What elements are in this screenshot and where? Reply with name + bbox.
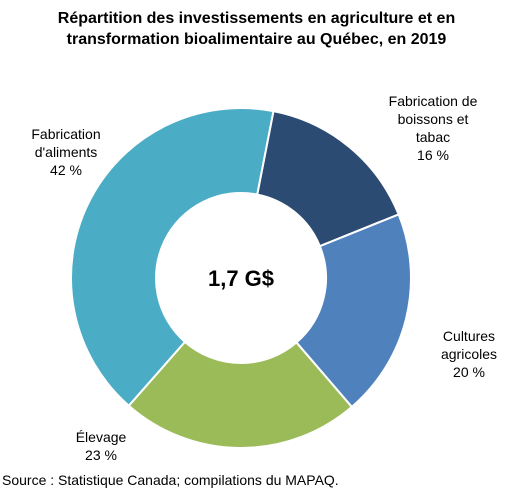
chart-title: Répartition des investissements en agric… bbox=[0, 8, 513, 50]
slice-2 bbox=[127, 340, 354, 449]
source-note: Source : Statistique Canada; compilation… bbox=[2, 472, 339, 488]
slice-value-label-0: 16 % bbox=[417, 147, 449, 163]
slice-name-line-1-1: agricoles bbox=[441, 346, 497, 362]
slice-name-line-1-0: Cultures bbox=[443, 328, 495, 344]
slice-name-line-0-1: boissons et bbox=[398, 111, 469, 127]
slice-name-line-0-0: Fabrication de bbox=[389, 93, 478, 109]
slice-value-label-2: 23 % bbox=[85, 447, 117, 463]
slice-label-2: Élevage 23 % bbox=[76, 429, 127, 463]
slice-labels: Fabrication de boissons et tabac 16 % Cultur… bbox=[31, 93, 497, 463]
slice-label-0: Fabrication de boissons et tabac 16 % bbox=[389, 93, 478, 163]
slice-name-line-3-1: d'aliments bbox=[35, 144, 98, 160]
donut-chart: 1,7 G$ Fabrication de boissons et tabac 16 … bbox=[31, 93, 497, 463]
slice-name-line-0-2: tabac bbox=[416, 129, 450, 145]
chart-title-line-2: transformation bioalimentaire au Québec,… bbox=[66, 31, 447, 48]
slice-1 bbox=[294, 213, 412, 409]
center-total-label: 1,7 G$ bbox=[208, 266, 274, 291]
slice-name-line-3-0: Fabrication bbox=[31, 126, 100, 142]
slice-value-label-1: 20 % bbox=[453, 364, 485, 380]
slice-label-1: Cultures agricoles 20 % bbox=[441, 328, 497, 380]
donut-slices bbox=[70, 106, 412, 449]
slice-3 bbox=[70, 106, 275, 408]
slice-name-line-2-0: Élevage bbox=[76, 429, 127, 445]
chart-title-line-1: Répartition des investissements en agric… bbox=[57, 10, 456, 27]
slice-label-3: Fabrication d'aliments 42 % bbox=[31, 126, 100, 178]
slice-value-label-3: 42 % bbox=[50, 162, 82, 178]
